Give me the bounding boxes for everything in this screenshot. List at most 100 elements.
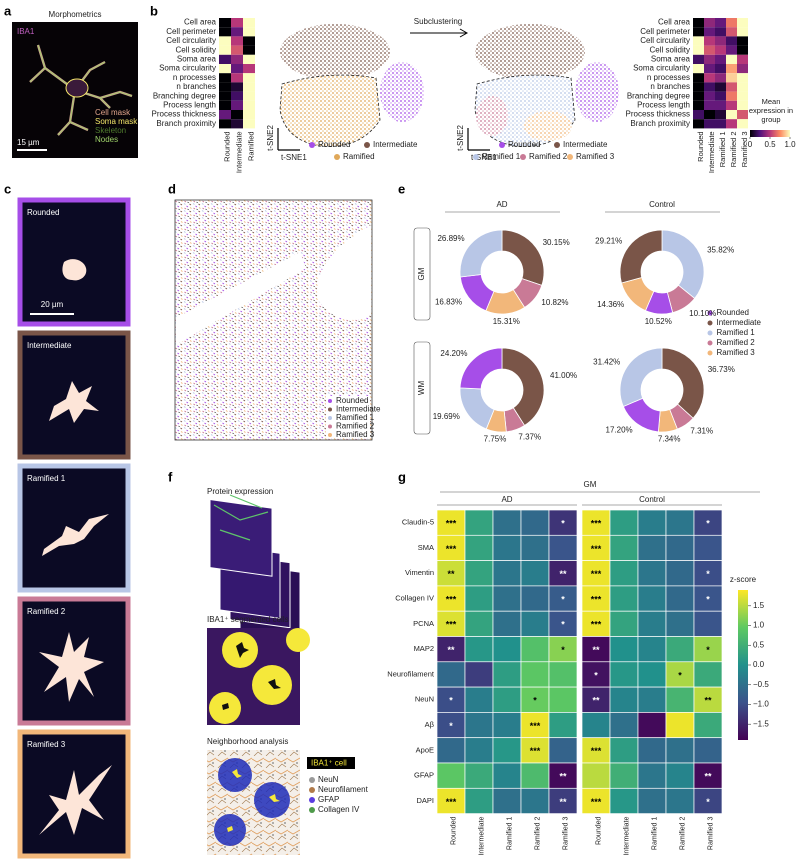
column-label: Ramified 2 (729, 131, 738, 167)
row-label: GFAP (414, 771, 434, 780)
heatmap-cell (492, 661, 522, 688)
heatmap-cell (243, 45, 255, 55)
heatmap-cell (609, 585, 639, 612)
heatmap-cell (464, 686, 494, 713)
heatmap-cell (715, 110, 726, 120)
significance-label: * (449, 721, 453, 731)
heatmap-cell (665, 585, 695, 612)
heatmap-cell (581, 560, 611, 587)
cell-silhouette (62, 259, 87, 281)
significance-label: *** (446, 544, 457, 554)
significance-label: *** (591, 797, 602, 807)
column-label: Ramified 3 (740, 131, 749, 167)
heatmap-cell (715, 64, 726, 74)
legend-label: Ramified 1 (336, 413, 375, 422)
segmented-cells (207, 628, 310, 725)
heatmap-cell (219, 110, 231, 120)
row-label: ApoE (416, 745, 434, 754)
donut-value-label: 26.89% (437, 234, 464, 243)
heatmap-cell (464, 661, 494, 688)
legend-label: Ramified 1 (717, 328, 756, 337)
heatmap-cell (219, 18, 231, 28)
row-label: Cell circularity (166, 36, 216, 45)
legend-swatch (309, 807, 315, 813)
heatmap-cell (464, 534, 494, 561)
channel-signal (213, 494, 269, 541)
heatmap-cell (219, 64, 231, 74)
heatmap-cell (715, 119, 726, 129)
tsne-left (277, 24, 424, 151)
panel-label: g (398, 469, 406, 484)
tissue-map (174, 199, 373, 441)
heatmap-cell (737, 119, 748, 129)
donut-value-label: 15.31% (493, 317, 520, 326)
colorbar-title: z-score (730, 575, 757, 584)
panel-title: Morphometrics (49, 10, 102, 19)
row-label: MAP2 (414, 644, 434, 653)
donut-value-label: 7.37% (518, 432, 541, 441)
heatmap-cell (693, 27, 704, 37)
legend-label: Soma mask (95, 117, 138, 126)
heatmap-cell (693, 686, 723, 713)
legend-label: Collagen IV (318, 805, 360, 814)
row-label: Branching degree (627, 91, 691, 100)
scale-bar (30, 313, 74, 315)
heatmap-cell (715, 91, 726, 101)
heatmap-title: AD (501, 495, 512, 504)
legend-box (307, 757, 355, 769)
heatmap-cell (637, 712, 667, 739)
significance-label: *** (591, 569, 602, 579)
heatmap-cell (665, 712, 695, 739)
subclustering-arrow (410, 28, 469, 38)
heatmap-cell (737, 73, 748, 83)
heatmap-cell (704, 73, 715, 83)
heatmap-cell (637, 636, 667, 663)
heatmap-cell (704, 27, 715, 37)
column-label: Intermediate (478, 817, 485, 856)
legend-label: Ramified 2 (336, 422, 375, 431)
heatmap-cell (464, 787, 494, 814)
significance-label: *** (530, 721, 541, 731)
stain-label: IBA1 (17, 27, 35, 36)
significance-label: *** (591, 746, 602, 756)
row-label: Cell solidity (650, 45, 690, 54)
heatmap-cell (693, 100, 704, 110)
legend-swatch (328, 416, 332, 420)
heatmap-cell (693, 661, 723, 688)
significance-label: *** (446, 519, 457, 529)
channel-image (209, 498, 273, 577)
heatmap-cell (243, 91, 255, 101)
legend-label: GFAP (318, 795, 339, 804)
column-label: Ramified 3 (562, 817, 569, 851)
row-label: Neurofilament (387, 669, 435, 678)
heatmap-cell (231, 18, 243, 28)
heatmap-cell (665, 560, 695, 587)
legend-swatch (554, 142, 560, 148)
heatmap-cell (715, 82, 726, 92)
heatmap-cell (609, 560, 639, 587)
scale-bar (17, 149, 47, 151)
legend-label: Intermediate (373, 140, 418, 149)
heatmap-cell (436, 737, 466, 764)
heatmap-cell (231, 64, 243, 74)
heatmap-cell (693, 54, 704, 64)
colorbar-tick-label: 1.0 (753, 621, 765, 630)
significance-label: ** (559, 772, 567, 782)
row-label: n processes (647, 73, 690, 82)
heatmap-cell (693, 119, 704, 129)
cell-neighborhood (286, 628, 310, 652)
heatmap-cell (581, 610, 611, 637)
map-gap (176, 252, 306, 345)
scale-label: 15 µm (17, 138, 40, 147)
legend-label: Skeleton (95, 126, 126, 135)
donut-value-label: 35.82% (707, 246, 734, 255)
cell-shapes (39, 259, 112, 835)
significance-label: * (561, 645, 565, 655)
legend-swatch (707, 320, 713, 326)
donut-segment (501, 347, 545, 427)
heatmap-cell (231, 73, 243, 83)
heatmap-cell (693, 787, 723, 814)
heatmap-cell (609, 534, 639, 561)
heatmap-cell (726, 54, 737, 64)
heatmap-cell (231, 27, 243, 37)
